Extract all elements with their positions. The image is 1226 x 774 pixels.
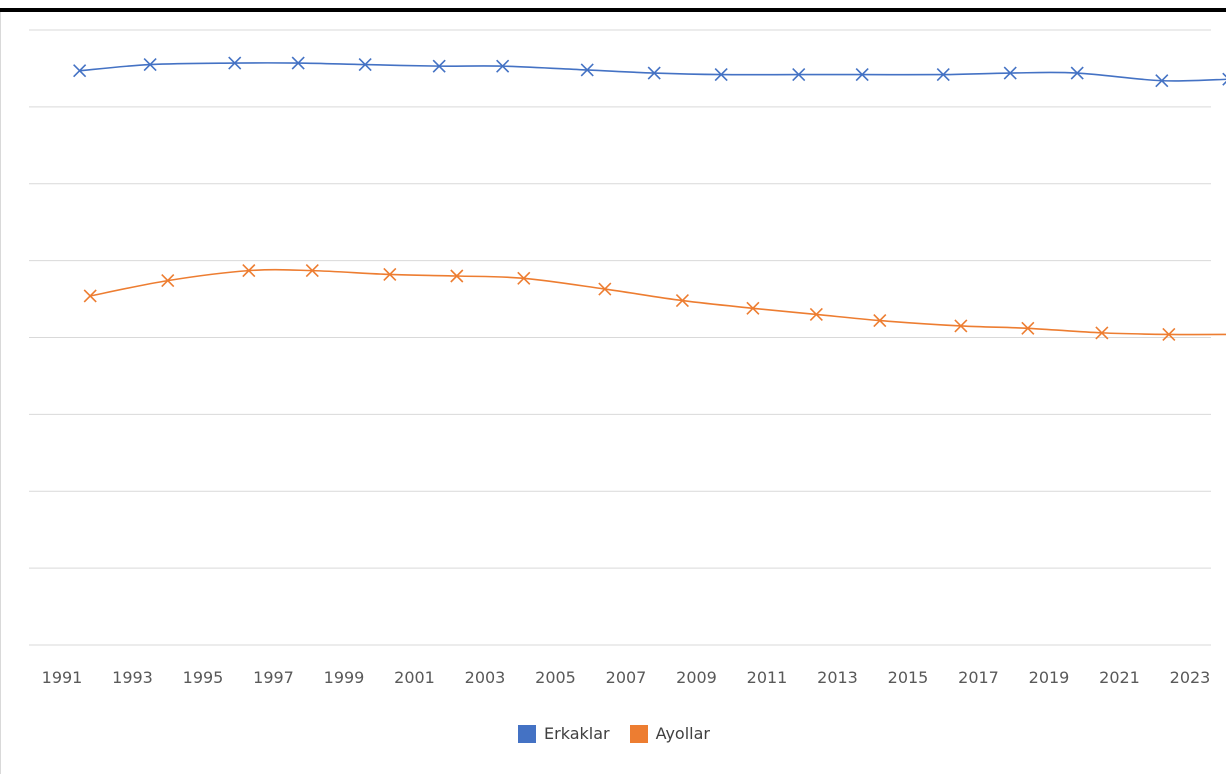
x-tick-label: 1999	[324, 668, 365, 687]
data-point-ayollar	[746, 301, 760, 315]
data-point-ayollar	[383, 267, 397, 282]
data-point-erkaklar	[1155, 74, 1169, 88]
data-point-erkaklar	[432, 59, 446, 73]
data-point-ayollar	[242, 264, 256, 278]
data-point-erkaklar	[936, 68, 950, 82]
data-point-erkaklar	[358, 58, 372, 72]
data-point-erkaklar	[714, 68, 728, 82]
legend-label-erkaklar: Erkaklar	[544, 724, 610, 743]
legend-swatch-ayollar	[629, 724, 648, 743]
x-tick-label: 2017	[958, 668, 999, 687]
x-tick-label: 2019	[1029, 668, 1070, 687]
x-tick-label: 1997	[253, 668, 294, 687]
x-tick-label: 2009	[676, 668, 717, 687]
data-point-ayollar	[809, 307, 823, 322]
x-tick-label: 2001	[394, 668, 435, 687]
data-point-erkaklar	[291, 56, 305, 70]
x-tick-label: 2003	[465, 668, 506, 687]
data-point-erkaklar	[228, 56, 242, 70]
data-point-erkaklar	[792, 68, 806, 82]
series-line-ayollar	[90, 268, 1226, 336]
x-tick-label: 2007	[606, 668, 647, 687]
data-point-erkaklar	[647, 66, 661, 80]
data-point-erkaklar	[1003, 66, 1017, 80]
data-point-ayollar	[1021, 321, 1035, 335]
data-point-ayollar	[161, 274, 175, 288]
x-tick-label: 2011	[747, 668, 788, 687]
data-point-ayollar	[954, 319, 968, 333]
data-point-ayollar	[83, 289, 97, 303]
x-tick-label: 1995	[183, 668, 224, 687]
data-point-erkaklar	[1222, 72, 1226, 86]
data-point-erkaklar	[1070, 66, 1084, 80]
data-point-erkaklar	[73, 64, 87, 78]
data-point-erkaklar	[496, 59, 510, 73]
data-point-ayollar	[598, 282, 612, 296]
legend-label-ayollar: Ayollar	[655, 724, 710, 743]
data-point-erkaklar	[143, 58, 157, 72]
chart-area: 1991 1993 1995 1997 1999 2001 2003 2005 2007 2009…	[0, 12, 1226, 774]
legend: Erkaklar Ayollar	[1, 724, 1226, 743]
legend-swatch-erkaklar	[518, 724, 537, 743]
x-tick-label: 2013	[817, 668, 858, 687]
x-tick-label: 1991	[42, 668, 83, 687]
data-point-ayollar	[1095, 326, 1109, 340]
legend-item-erkaklar: Erkaklar	[518, 724, 610, 743]
x-tick-label: 2023	[1170, 668, 1211, 687]
x-tick-label: 2015	[888, 668, 929, 687]
x-tick-label: 2021	[1099, 668, 1140, 687]
x-tick-label: 1993	[112, 668, 153, 687]
data-point-erkaklar	[580, 63, 594, 77]
line-chart: 1991 1993 1995 1997 1999 2001 2003 2005 2007 2009…	[29, 29, 1226, 687]
x-tick-label: 2005	[535, 668, 576, 687]
data-point-erkaklar	[855, 68, 869, 82]
legend-item-ayollar: Ayollar	[629, 724, 710, 743]
top-border-rule	[0, 8, 1226, 12]
data-point-ayollar	[517, 271, 531, 285]
data-point-ayollar	[450, 269, 464, 283]
data-point-ayollar	[1162, 327, 1176, 341]
data-point-ayollar	[305, 264, 319, 278]
data-point-ayollar	[675, 294, 689, 308]
data-point-ayollar	[873, 314, 887, 328]
